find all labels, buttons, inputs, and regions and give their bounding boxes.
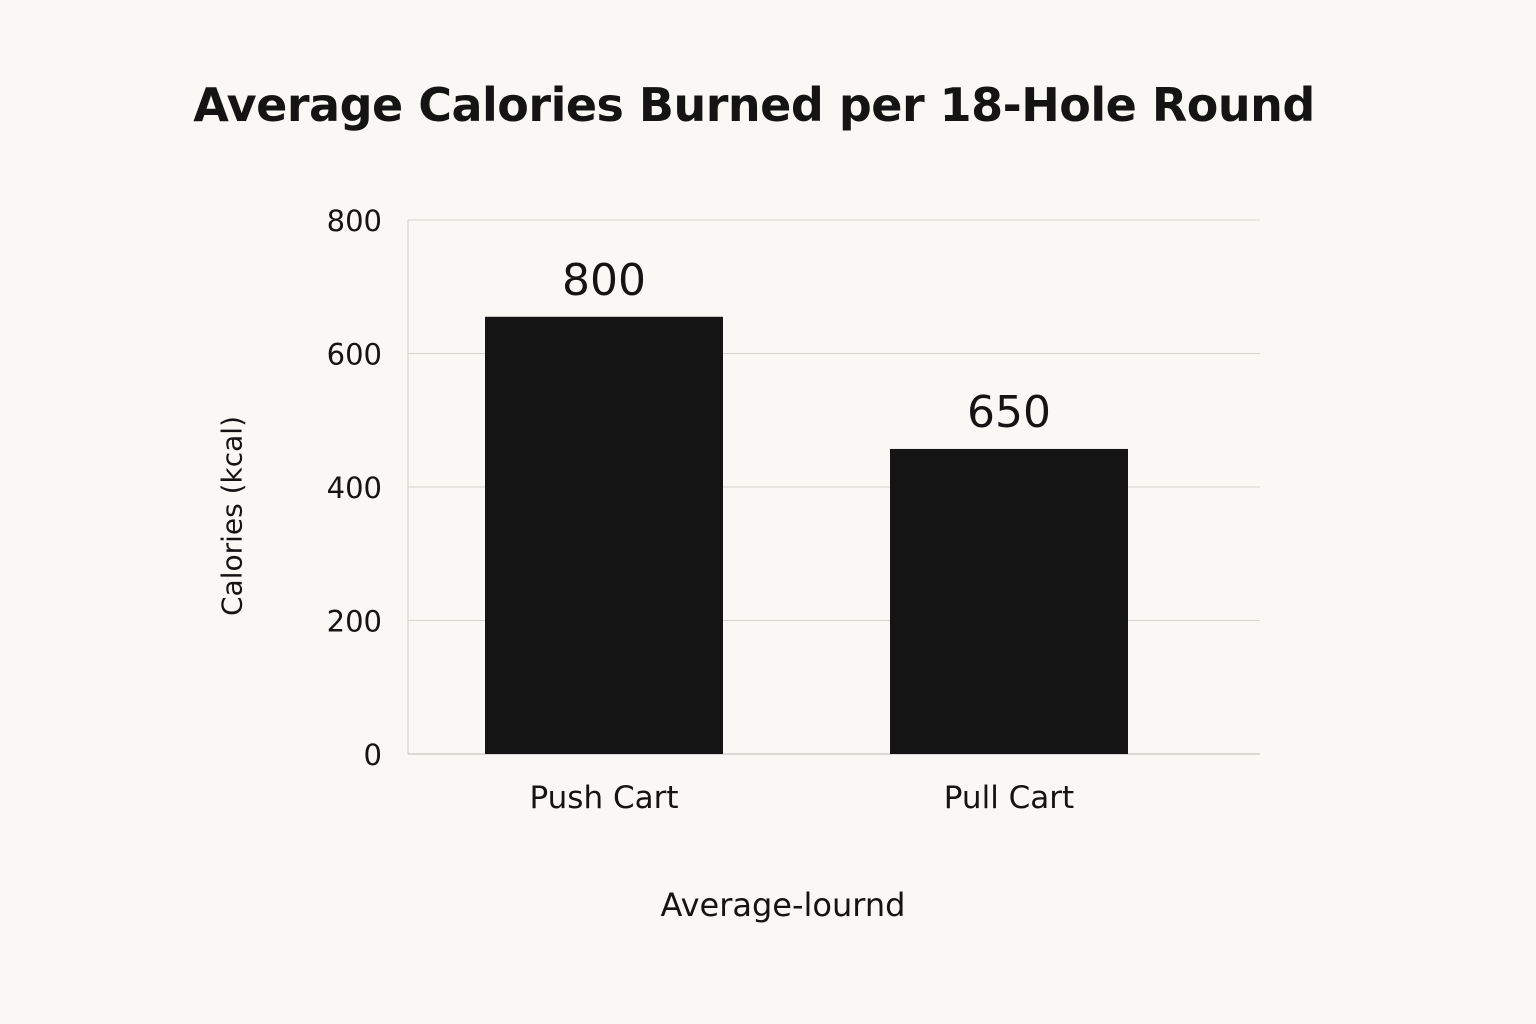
bar-value-label: 800 [562,255,646,306]
y-tick-label: 200 [327,605,382,639]
y-tick-label: 0 [364,738,382,772]
bar [485,316,723,754]
chart-title: Average Calories Burned per 18-Hole Roun… [193,78,1315,132]
y-tick-label: 400 [327,471,382,505]
x-tick-label: Push Cart [530,780,679,816]
y-tick-label: 800 [327,204,382,238]
labels: 0 200 400 600 800 800 Push Cart 650 Pull Cart [327,204,1075,816]
x-tick-label: Pull Cart [944,780,1074,816]
bar-value-label: 650 [967,387,1051,438]
bar [890,448,1128,754]
x-axis-title: Average-lournd [660,886,906,924]
y-tick-label: 600 [327,338,382,372]
bars [485,316,1128,754]
